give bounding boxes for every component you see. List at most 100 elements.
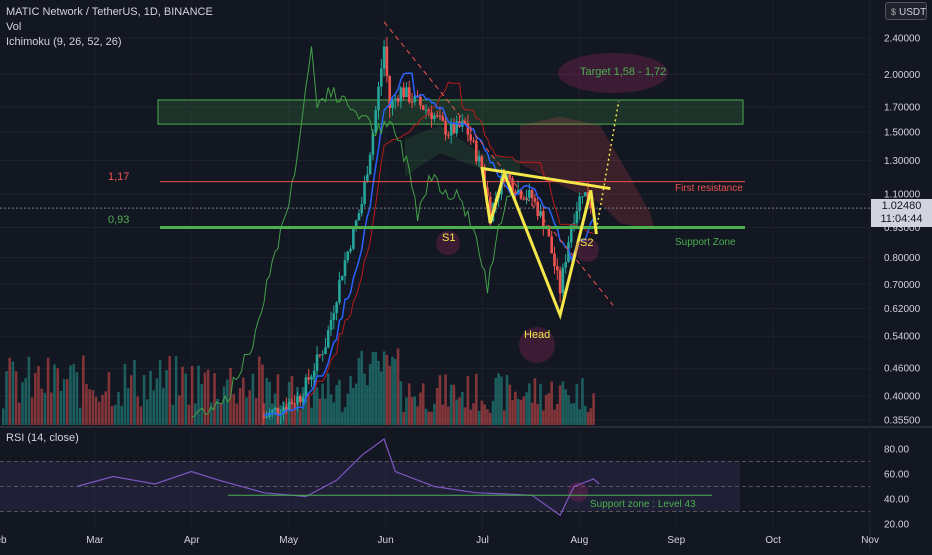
head-shoulders-pattern bbox=[480, 166, 598, 321]
volume-bar bbox=[433, 403, 436, 425]
volume-bar bbox=[21, 382, 24, 425]
volume-bar bbox=[265, 377, 269, 425]
price-tick-label: 0.70000 bbox=[884, 280, 921, 291]
candle-body bbox=[413, 95, 417, 103]
candle-body bbox=[533, 198, 537, 202]
ichimoku-cloud-green bbox=[405, 125, 520, 177]
support-value-label: 0,93 bbox=[108, 214, 130, 226]
candle-body bbox=[581, 196, 584, 198]
volume-bar bbox=[491, 400, 495, 425]
candle-body bbox=[449, 124, 453, 136]
candle-body bbox=[382, 46, 386, 69]
candle-body bbox=[511, 178, 514, 192]
volume-bar bbox=[413, 396, 417, 425]
volume-bar bbox=[126, 387, 130, 425]
rsi-highlight bbox=[568, 482, 588, 502]
volume-bar bbox=[572, 403, 576, 425]
volume-bar bbox=[452, 384, 456, 425]
volume-bar bbox=[533, 378, 537, 425]
volume-bar bbox=[34, 372, 37, 425]
symbol-title[interactable]: MATIC Network / TetherUS, 1D, BINANCE bbox=[6, 6, 213, 18]
volume-bar bbox=[232, 393, 235, 425]
rsi-support-annotation: Support zone : Level 43 bbox=[590, 499, 696, 510]
candle-body bbox=[298, 396, 302, 403]
volume-bar bbox=[449, 384, 453, 425]
price-tick-label: 0.40000 bbox=[884, 392, 921, 403]
volume-bar bbox=[583, 405, 587, 425]
candle-body bbox=[340, 275, 344, 281]
volume-bar bbox=[11, 361, 15, 425]
candle-body bbox=[366, 174, 369, 182]
volume-bar bbox=[171, 404, 175, 425]
currency-button[interactable]: $ USDT bbox=[885, 2, 927, 20]
volume-bar bbox=[114, 404, 117, 425]
rsi-indicator-label[interactable]: RSI (14, close) bbox=[6, 432, 79, 444]
candle-body bbox=[312, 370, 316, 377]
candle-body bbox=[335, 302, 338, 314]
volume-bar bbox=[149, 370, 152, 425]
volume-bar bbox=[382, 351, 386, 425]
volume-bar bbox=[62, 379, 66, 425]
volume-bar bbox=[88, 389, 91, 425]
candle-body bbox=[307, 377, 310, 380]
candle-body bbox=[528, 190, 531, 198]
volume-bar bbox=[519, 399, 523, 425]
volume-bar bbox=[483, 404, 486, 425]
volume-bar bbox=[304, 393, 308, 425]
volume-bar bbox=[107, 372, 111, 425]
candle-body bbox=[472, 140, 475, 142]
candle-body bbox=[385, 46, 389, 76]
volume-bar bbox=[343, 407, 347, 425]
volume-bar bbox=[187, 404, 191, 425]
candle-body bbox=[486, 187, 489, 197]
volume-bar bbox=[5, 371, 8, 425]
volume-bar bbox=[287, 382, 291, 425]
candle-body bbox=[357, 213, 361, 221]
volume-bar bbox=[421, 383, 425, 425]
price-tick-label: 2.00000 bbox=[884, 70, 921, 81]
volume-bar bbox=[82, 355, 85, 425]
s2-highlight bbox=[575, 238, 599, 262]
candle-body bbox=[363, 181, 366, 205]
candle-body bbox=[407, 87, 411, 102]
volume-bar bbox=[416, 406, 419, 425]
candle-body bbox=[405, 87, 408, 98]
volume-bar bbox=[581, 378, 584, 425]
price-tick-label: 0.93000 bbox=[884, 223, 921, 234]
volume-bar bbox=[146, 399, 149, 425]
volume-bar bbox=[477, 410, 481, 425]
volume-indicator-label[interactable]: Vol bbox=[6, 21, 22, 33]
volume-bar bbox=[245, 397, 248, 425]
candle-body bbox=[553, 253, 556, 267]
volume-bar bbox=[123, 363, 127, 425]
candle-body bbox=[435, 115, 439, 117]
volume-bar bbox=[354, 383, 358, 425]
volume-bar bbox=[2, 408, 5, 425]
candle-body bbox=[477, 156, 481, 162]
volume-bar bbox=[410, 397, 414, 425]
volume-bar bbox=[589, 408, 593, 425]
time-tick-label: Mar bbox=[86, 535, 104, 546]
volume-bar bbox=[254, 398, 258, 425]
volume-bar bbox=[536, 404, 540, 425]
volume-bar bbox=[46, 357, 50, 425]
candle-body bbox=[354, 220, 358, 228]
breakout-projection bbox=[595, 101, 620, 230]
price-tick-label: 1.70000 bbox=[884, 102, 921, 113]
volume-bar bbox=[555, 403, 559, 425]
volume-bar bbox=[203, 372, 207, 425]
volume-bar bbox=[435, 387, 439, 425]
volume-bar bbox=[130, 375, 133, 425]
candle-body bbox=[338, 280, 341, 303]
candle-body bbox=[558, 270, 562, 294]
volume-bar bbox=[162, 388, 165, 425]
candle-body bbox=[419, 96, 422, 106]
ichimoku-indicator-label[interactable]: Ichimoku (9, 26, 52, 26) bbox=[6, 36, 122, 48]
volume-bar bbox=[136, 396, 139, 425]
volume-bar bbox=[43, 392, 47, 425]
volume-bar bbox=[539, 383, 542, 425]
candle-body bbox=[349, 248, 352, 252]
volume-bar bbox=[396, 348, 400, 425]
